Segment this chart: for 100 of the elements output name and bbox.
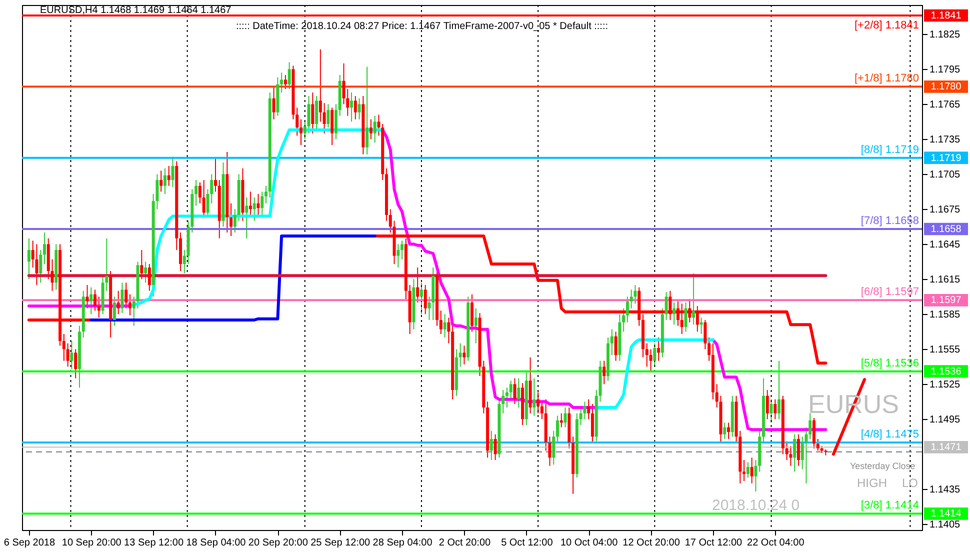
candlestick	[280, 72, 284, 93]
y-tick-label: 1.1414	[930, 508, 962, 520]
candlestick	[303, 121, 306, 140]
candlestick	[727, 422, 730, 440]
ref-line-label: [7/8] 1.1658	[860, 215, 919, 227]
candlestick	[346, 88, 350, 116]
candlestick	[808, 412, 812, 440]
x-tick-label: 13 Sep 12:00	[124, 538, 184, 548]
candlestick	[796, 434, 800, 466]
candlestick	[494, 434, 497, 460]
ref-line-label: [4/8] 1.1475	[860, 428, 919, 440]
candlestick	[163, 168, 166, 194]
x-tick-label: 28 Sep 04:00	[372, 538, 433, 548]
candlestick	[750, 457, 754, 484]
candlestick	[742, 460, 746, 482]
candlestick	[39, 250, 42, 284]
candlestick	[602, 360, 606, 385]
candlestick	[692, 272, 696, 326]
candlestick	[124, 282, 128, 309]
candlestick	[610, 328, 614, 356]
y-tick-label: 1.1525	[930, 380, 961, 391]
candlestick	[350, 92, 354, 122]
candlestick	[97, 296, 100, 318]
x-tick-label: 18 Sep 04:00	[186, 538, 246, 548]
candlestick	[696, 306, 699, 332]
candlestick	[144, 261, 148, 284]
y-tick-label: 1.1645	[930, 240, 961, 251]
candlestick	[148, 264, 151, 292]
x-tick-label: 10 Sep 20:00	[62, 538, 122, 548]
candlestick	[202, 180, 206, 216]
ref-line-label: [8/8] 1.1719	[860, 144, 919, 156]
candlestick	[626, 296, 629, 323]
candlestick	[688, 298, 692, 323]
candlestick	[443, 314, 446, 338]
candlestick	[396, 244, 400, 268]
candlestick	[132, 296, 136, 326]
candlestick	[182, 250, 186, 274]
candlestick	[311, 92, 314, 134]
x-tick-label: 12 Oct 20:00	[622, 538, 680, 548]
candlestick	[120, 282, 124, 314]
candlestick	[27, 238, 30, 280]
candlestick	[754, 460, 758, 492]
candlestick	[214, 158, 217, 192]
candlestick	[672, 302, 676, 326]
candlestick	[509, 380, 512, 400]
y-tick-label: 1.1705	[930, 170, 961, 181]
annotation: 2018.10.24 0	[712, 497, 800, 514]
candlestick	[470, 294, 474, 332]
x-tick-label: 20 Sep 20:00	[248, 538, 308, 548]
x-tick-label: 5 Oct 12:00	[501, 538, 554, 548]
candlestick	[774, 398, 777, 420]
candlestick	[766, 390, 769, 420]
candlestick	[552, 430, 556, 466]
ref-line-label: [+1/8] 1.1780	[854, 72, 919, 85]
candlestick	[517, 378, 520, 408]
candlestick	[770, 398, 773, 424]
candlestick	[634, 284, 637, 304]
candlestick	[536, 392, 540, 414]
text: ::::: DateTime: 2018.10.24 08:27 Price: 1.1467 TimeFrame-2007-v0_05 * Default :::::	[236, 21, 608, 32]
candlestick	[676, 300, 680, 326]
candlestick	[358, 98, 361, 120]
candlestick	[256, 194, 260, 216]
candlestick	[322, 102, 326, 134]
candlestick	[160, 170, 163, 192]
y-tick-label: 1.1795	[930, 64, 961, 76]
candlestick	[74, 348, 78, 379]
ref-line-label: [6/8] 1.1597	[860, 286, 919, 298]
candlestick	[116, 290, 120, 315]
candlestick	[590, 404, 594, 443]
x-tick-label: 6 Sep 2018	[4, 538, 56, 548]
candlestick	[66, 342, 70, 368]
candlestick	[649, 348, 652, 373]
candlestick	[428, 296, 431, 320]
candlestick	[140, 250, 144, 280]
candlestick	[272, 86, 276, 120]
annotation: Yesterday Close	[850, 461, 916, 471]
y-tick-label: 1.1405	[930, 520, 961, 531]
candlestick	[167, 166, 170, 186]
y-tick-label: 1.1658	[930, 224, 962, 235]
candlestick	[680, 303, 684, 334]
candlestick	[315, 96, 318, 132]
candlestick	[307, 96, 310, 134]
candlestick	[334, 104, 338, 140]
candlestick	[793, 434, 796, 472]
candlestick	[354, 96, 357, 120]
candlestick	[664, 292, 668, 320]
y-tick-label: 1.1471	[930, 442, 962, 454]
candlestick	[245, 197, 248, 239]
candlestick	[630, 289, 633, 309]
y-tick-label: 1.1841	[930, 10, 962, 22]
candlestick	[342, 62, 346, 105]
candlestick	[723, 422, 726, 440]
candlestick	[388, 208, 392, 233]
ref-line-label: [+2/8] 1.1841	[854, 20, 919, 32]
candlestick	[513, 378, 516, 404]
y-tick-label: 1.1765	[930, 100, 961, 111]
candlestick	[645, 342, 648, 368]
candlestick	[789, 446, 792, 466]
y-tick-label: 1.1735	[930, 134, 961, 146]
candlestick	[198, 182, 202, 204]
